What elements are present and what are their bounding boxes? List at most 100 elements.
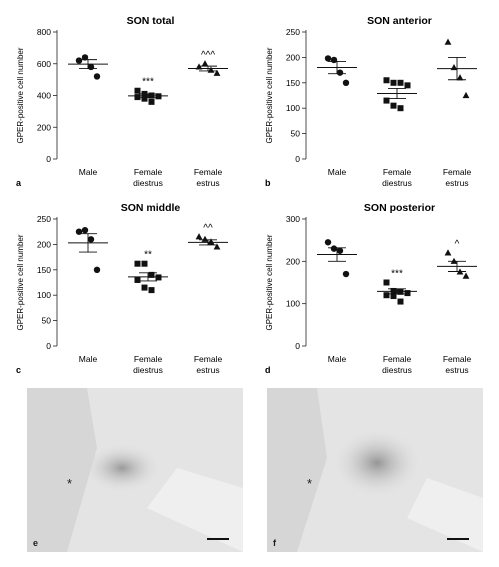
- data-point-triangle: [213, 69, 221, 76]
- chart-svg-a: SON total 0 200 400 600 800 GPER-positive cell…: [16, 15, 228, 188]
- micrograph-e-marker: *: [67, 476, 73, 491]
- data-point-circle: [93, 73, 101, 80]
- significance-annotation: ***: [142, 77, 154, 88]
- data-point-circle: [336, 247, 344, 254]
- panel-letter: b: [265, 178, 271, 188]
- chart-svg-b: SON anterior 0 50 100 150 200 250 GPER-positive…: [265, 15, 477, 188]
- panel-letter: a: [16, 178, 22, 188]
- significance-annotation: **: [144, 250, 152, 261]
- y-axis-label: GPER-positive cell number: [16, 47, 25, 143]
- y-tick-label: 200: [37, 122, 51, 132]
- data-point-square: [404, 290, 411, 297]
- category-label: diestrus: [133, 178, 163, 188]
- y-tick-label: 200: [37, 239, 51, 249]
- y-tick-label: 150: [286, 78, 300, 88]
- data-point-square: [383, 279, 390, 286]
- y-tick-label: 100: [37, 290, 51, 300]
- data-point-circle: [75, 228, 83, 235]
- data-point-circle: [87, 236, 95, 243]
- data-point-circle: [330, 245, 338, 252]
- data-point-circle: [324, 239, 332, 246]
- category-label: diestrus: [382, 178, 412, 188]
- y-tick-label: 300: [286, 214, 300, 224]
- chart-svg-d: SON posterior 0 100 200 300 GPER-positive cel…: [265, 202, 477, 375]
- y-tick-label: 200: [286, 52, 300, 62]
- data-point-triangle: [201, 235, 209, 242]
- data-point-circle: [81, 54, 89, 61]
- y-tick-label: 600: [37, 59, 51, 69]
- data-point-square: [397, 288, 404, 295]
- data-point-square: [148, 287, 155, 294]
- category-label: Female: [383, 167, 412, 177]
- data-point-square: [134, 260, 141, 267]
- chart-panel-c: SON middle 0 50 100 150 200 250 GPER-positive c…: [0, 195, 250, 380]
- data-point-square: [141, 90, 148, 97]
- data-point-square: [148, 92, 155, 99]
- category-label: Female: [134, 354, 163, 364]
- data-point-triangle: [444, 249, 452, 256]
- category-label: Female: [194, 354, 223, 364]
- data-point-triangle: [456, 268, 464, 275]
- panel-letter-e: e: [33, 538, 39, 548]
- data-point-triangle: [201, 60, 209, 67]
- data-point-square: [141, 260, 148, 267]
- data-point-square: [397, 298, 404, 305]
- data-point-square: [397, 105, 404, 112]
- data-point-triangle: [213, 243, 221, 250]
- data-point-square: [397, 79, 404, 86]
- data-point-square: [404, 82, 411, 89]
- category-label: diestrus: [382, 365, 412, 375]
- category-label: Female: [443, 167, 472, 177]
- category-label: Female: [383, 354, 412, 364]
- data-point-square: [390, 102, 397, 109]
- category-label: estrus: [445, 178, 468, 188]
- y-tick-label: 800: [37, 27, 51, 37]
- y-tick-label: 200: [286, 256, 300, 266]
- data-point-circle: [87, 63, 95, 71]
- y-axis-label: GPER-positive cell number: [16, 234, 25, 330]
- data-point-circle: [330, 56, 338, 64]
- data-point-circle: [93, 266, 101, 273]
- significance-annotation: ^^: [203, 223, 213, 234]
- y-tick-label: 0: [295, 154, 300, 164]
- category-label: estrus: [445, 365, 468, 375]
- data-point-square: [390, 79, 397, 86]
- panel-letter: c: [16, 365, 21, 375]
- y-tick-label: 50: [291, 129, 301, 139]
- data-point-square: [383, 292, 390, 299]
- data-point-triangle: [207, 238, 215, 245]
- significance-annotation: ^^^: [201, 50, 215, 61]
- data-point-square: [383, 97, 390, 104]
- chart-title: SON total: [127, 15, 175, 27]
- y-axis-label: GPER-positive cell number: [265, 234, 274, 330]
- y-tick-label: 0: [46, 154, 51, 164]
- category-label: estrus: [196, 365, 219, 375]
- micrograph-e: * e: [27, 388, 243, 552]
- data-point-square: [155, 93, 162, 100]
- data-point-square: [390, 287, 397, 294]
- chart-panel-d: SON posterior 0 100 200 300 GPER-positive cel…: [249, 195, 499, 380]
- data-point-circle: [75, 57, 83, 64]
- data-point-triangle: [444, 38, 452, 45]
- data-point-square: [148, 271, 155, 278]
- scale-bar-e: [207, 538, 229, 540]
- data-point-triangle: [456, 74, 464, 81]
- scale-bar-f: [447, 538, 469, 540]
- data-point-triangle: [462, 272, 470, 279]
- chart-panel-b: SON anterior 0 50 100 150 200 250 GPER-positive…: [249, 8, 499, 193]
- category-label: estrus: [196, 178, 219, 188]
- y-tick-label: 0: [295, 341, 300, 351]
- y-tick-label: 400: [37, 91, 51, 101]
- panel-letter-f: f: [273, 538, 276, 548]
- category-label: Female: [194, 167, 223, 177]
- data-point-square: [383, 77, 390, 84]
- micrograph-f: * f: [267, 388, 483, 552]
- category-label: Male: [79, 167, 98, 177]
- micrograph-f-texture: [267, 388, 483, 552]
- category-label: Male: [328, 167, 347, 177]
- data-point-square: [141, 284, 148, 291]
- category-label: Female: [443, 354, 472, 364]
- data-point-triangle: [450, 257, 458, 264]
- data-point-circle: [342, 79, 350, 87]
- data-point-triangle: [195, 233, 203, 240]
